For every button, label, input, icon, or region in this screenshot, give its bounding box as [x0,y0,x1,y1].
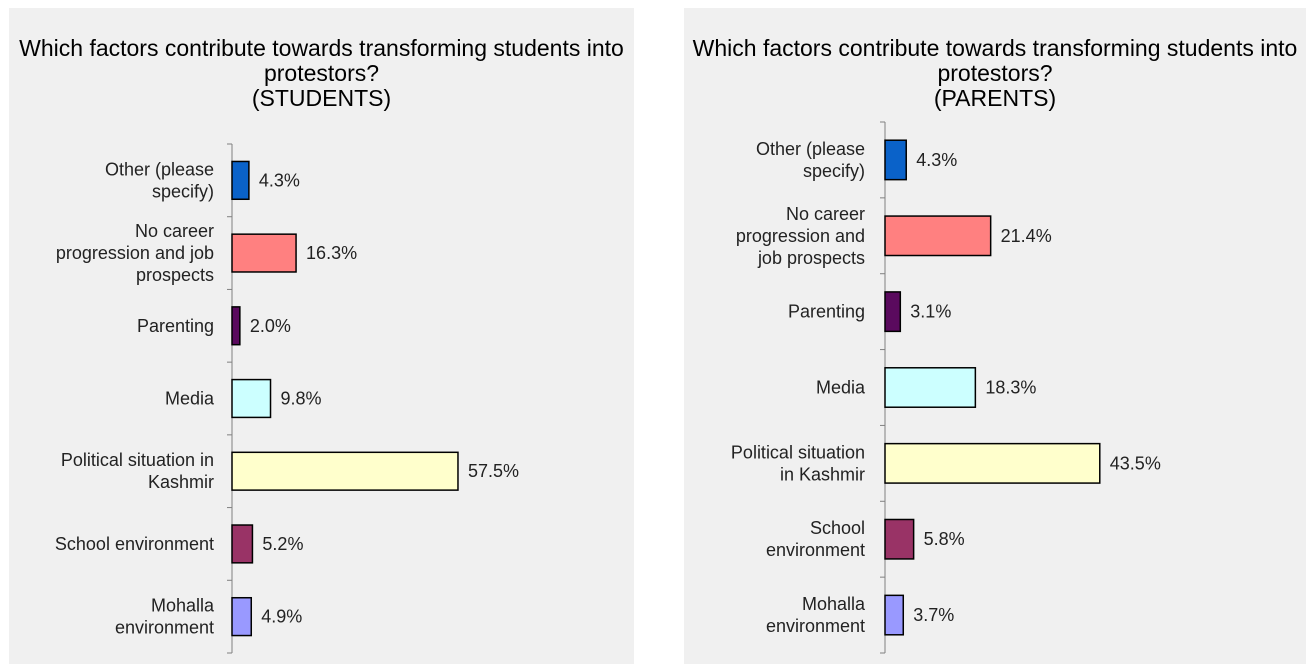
category-label: No career progression and job prospects [736,204,865,268]
chart-title-text: Which factors contribute towards transfo… [19,35,624,86]
bar [231,378,272,419]
data-label: 16.3% [306,243,357,263]
category-label-line: Kashmir [148,472,214,492]
category-label-line: Political situation in [61,450,214,470]
category-label-line: No career [135,221,214,241]
category-label: Media [816,378,866,398]
chart-subtitle: (STUDENTS) [251,85,392,111]
students-bar-chart: 4.3%Other (please specify)16.3%No career p… [55,143,519,654]
data-label: 9.8% [281,389,322,409]
parents-chart-panel: Which factors contribute towards transfo… [684,8,1306,664]
category-label-line: School environment [55,534,214,554]
bar [884,291,902,333]
data-label: 4.3% [916,150,957,170]
category-label-line: Parenting [137,316,214,336]
category-label-line: environment [115,618,214,638]
data-label: 57.5% [468,461,519,481]
data-label: 4.3% [259,170,300,190]
bar [884,594,905,636]
data-label: 21.4% [1001,226,1052,246]
category-label: Other (please specify) [105,159,214,201]
category-label: School environment [55,534,214,554]
category-label-line: Political situation [731,442,865,462]
category-label-line: progression and job [56,243,214,263]
category-label-line: No career [786,204,865,224]
category-label-line: Media [816,378,866,398]
bar [884,139,907,181]
data-label: 43.5% [1110,453,1161,473]
category-label-line: School [810,518,865,538]
category-label: Other (please specify) [756,139,865,181]
category-label-line: prospects [136,265,214,285]
data-label: 2.0% [250,316,291,336]
data-label: 5.2% [262,534,303,554]
data-label: 18.3% [985,378,1036,398]
category-label-line: Other (please [105,159,214,179]
chart-subtitle: (PARENTS) [933,85,1057,111]
bar [884,367,977,408]
category-label-line: specify) [803,161,865,181]
bar [884,518,915,560]
category-label-line: Mohalla [151,596,215,616]
category-label-line: Other (please [756,139,865,159]
bar [884,442,1101,484]
category-label-line: Parenting [788,302,865,322]
category-label-line: Media [165,389,215,409]
data-label: 5.8% [924,529,965,549]
chart-title: Which factors contribute towards transfo… [9,36,634,111]
bar [231,160,250,201]
category-label-line: in Kashmir [780,464,865,484]
data-label: 3.7% [913,605,954,625]
category-label: School environment [766,518,865,560]
students-chart-panel: Which factors contribute towards transfo… [9,8,634,664]
bar [231,306,241,346]
chart-title: Which factors contribute towards transfo… [684,36,1306,111]
category-label: No career progression and job prospects [56,221,214,285]
parents-bar-chart: 4.3% Other (please specify) 21.4% No career p… [731,121,1161,654]
category-label-line: Mohalla [802,594,866,614]
category-label: Parenting [788,302,865,322]
data-label: 3.1% [910,302,951,322]
category-label-line: job prospects [757,248,865,268]
category-label: Media [165,389,215,409]
category-label-line: progression and [736,226,865,246]
data-label: 4.9% [261,607,302,627]
category-label: Parenting [137,316,214,336]
bar [231,451,459,491]
bar [231,233,297,273]
bar [231,596,253,637]
category-label: Mohalla environment [115,596,215,638]
category-label: Mohalla environment [766,594,866,636]
category-label: Political situation in Kashmir [61,450,214,492]
category-label-line: environment [766,540,865,560]
bar [231,524,254,564]
chart-title-text: Which factors contribute towards transfo… [692,35,1298,86]
category-label-line: environment [766,616,865,636]
category-label-line: specify) [152,181,214,201]
bar [884,215,992,257]
category-label: Political situation in Kashmir [731,442,865,484]
